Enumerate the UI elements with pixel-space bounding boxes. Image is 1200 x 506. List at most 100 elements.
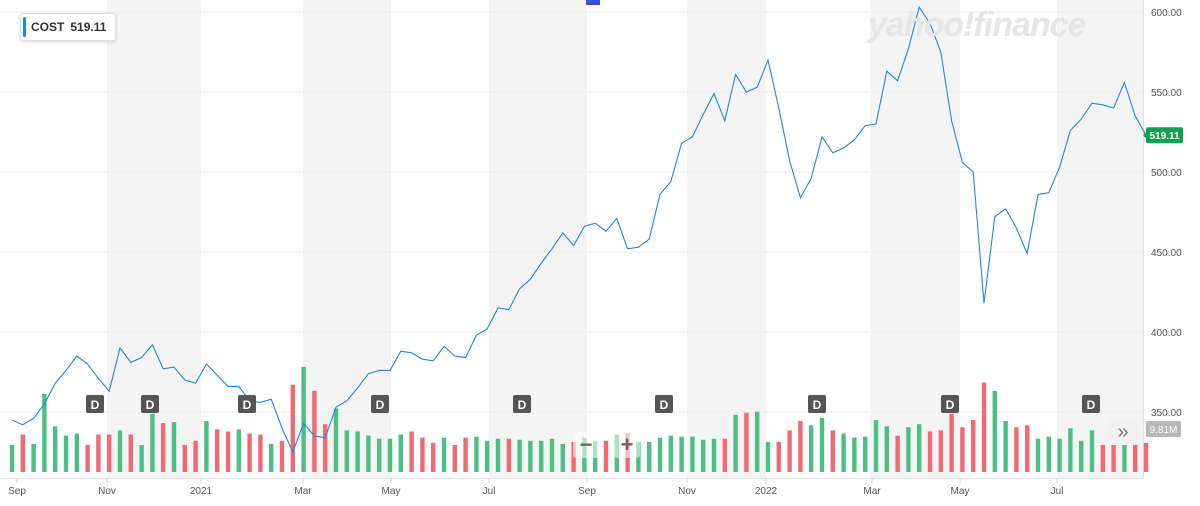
volume-bar (852, 437, 857, 472)
volume-bar (744, 412, 749, 472)
volume-bar (517, 439, 522, 472)
volume-bar (560, 443, 565, 472)
volume-bar (927, 431, 933, 472)
x-tick-label: 2022 (755, 486, 778, 497)
ticker-legend[interactable]: COST 519.11 (20, 13, 117, 41)
price-line (11, 5, 1147, 454)
dividend-marker[interactable]: D (86, 395, 104, 413)
volume-bar (668, 435, 673, 472)
dividend-marker-box (1082, 395, 1100, 413)
dividend-marker-label: D (1087, 398, 1096, 412)
dividend-marker[interactable]: D (238, 395, 256, 413)
volume-bar (1079, 440, 1084, 472)
dividend-marker[interactable]: D (371, 395, 389, 413)
volume-bar (452, 444, 457, 472)
volume-bar (884, 426, 889, 472)
x-tick-label: Nov (98, 486, 116, 497)
dividend-marker-box (513, 395, 531, 413)
dividend-marker[interactable]: D (808, 395, 826, 413)
value-tags: 519.11 9.81M (1143, 127, 1183, 437)
volume-bar (549, 438, 555, 472)
volume-bar (225, 431, 231, 472)
dividend-marker-label: D (91, 398, 100, 412)
volume-bar (1003, 421, 1008, 472)
volume-bar (539, 440, 544, 472)
series-color-swatch (23, 17, 26, 37)
x-tick-label: Mar (863, 486, 881, 497)
volume-bar (971, 420, 976, 472)
month-band (489, 0, 587, 478)
volume-bar (495, 438, 501, 472)
volume-bar (247, 433, 252, 472)
collapse-button[interactable]: » (1107, 419, 1139, 445)
volume-bar (215, 429, 220, 472)
volume-bar (117, 430, 123, 472)
volume-bar (603, 440, 609, 472)
volume-bar (269, 443, 274, 472)
volume-bar (74, 433, 79, 472)
volume-bar (171, 422, 177, 472)
volume-bar (1143, 442, 1149, 472)
volume-bar (830, 430, 835, 472)
zoom-in-button[interactable]: + (614, 432, 640, 458)
dividend-marker-box (141, 395, 159, 413)
range-marker[interactable] (586, 0, 600, 5)
dividend-marker[interactable]: D (1082, 395, 1100, 413)
volume-bar (938, 430, 943, 472)
dividend-marker-label: D (146, 398, 155, 412)
volume-bar (333, 408, 339, 472)
volume-bar (420, 437, 425, 472)
gridlines (0, 0, 1144, 479)
dividend-marker[interactable]: D (655, 395, 673, 413)
volume-bar (107, 434, 112, 472)
volume-bar (1122, 443, 1127, 472)
volume-bar (150, 413, 155, 472)
ticker-price: 519.11 (70, 20, 107, 34)
dividend-marker-label: D (243, 398, 252, 412)
x-tick-label: Mar (294, 486, 312, 497)
volume-bar (258, 434, 263, 472)
volume-bar (96, 434, 101, 472)
x-tick-label: 2021 (190, 486, 213, 497)
x-tick-label: Jul (1051, 486, 1064, 497)
volume-bar (301, 366, 306, 472)
volume-bar (1014, 427, 1019, 472)
price-tag-label: 519.11 (1149, 131, 1179, 142)
dividend-marker-box (808, 395, 826, 413)
y-axis: 600.00 550.00 500.00 450.00 400.00 350.00 (1151, 8, 1182, 419)
volume-bar (711, 438, 717, 472)
volume-bar (1068, 428, 1073, 472)
dividend-marker[interactable]: D (941, 395, 959, 413)
dividend-marker-box (371, 395, 389, 413)
volume-bar (1025, 425, 1030, 472)
volume-bar (647, 441, 652, 472)
dividend-marker[interactable]: D (141, 395, 159, 413)
volume-bar (323, 424, 328, 472)
dividend-marker-box (238, 395, 256, 413)
zoom-out-button[interactable]: − (573, 432, 599, 458)
volume-bar (31, 443, 36, 472)
volume-bar (387, 438, 393, 472)
volume-bar (20, 434, 25, 472)
y-tick-label: 550.00 (1151, 88, 1182, 99)
volume-bar (366, 435, 371, 472)
dividend-marker-label: D (946, 398, 955, 412)
volume-bar (657, 437, 663, 472)
volume-bar (1057, 438, 1062, 472)
volume-bar (1035, 438, 1041, 472)
y-tick-label: 450.00 (1151, 248, 1182, 259)
dividend-marker[interactable]: D (513, 395, 531, 413)
volume-bar (873, 420, 879, 472)
x-tick-label: Nov (678, 486, 696, 497)
volume-bar (128, 434, 133, 472)
volume-bar (798, 421, 803, 472)
volume-bar (841, 433, 846, 472)
x-tick-label: May (951, 486, 970, 497)
y-tick-label: 500.00 (1151, 168, 1182, 179)
ticker-symbol: COST (31, 20, 65, 34)
volume-bar (906, 427, 911, 472)
volume-bar (279, 440, 285, 472)
volume-bar (290, 384, 295, 472)
